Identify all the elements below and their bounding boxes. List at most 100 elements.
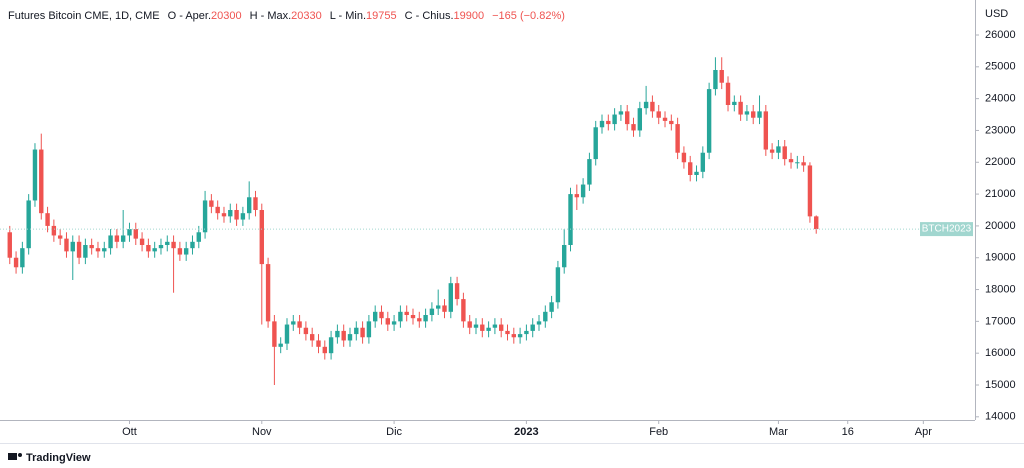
candle-body	[423, 315, 428, 322]
candle-body	[555, 267, 561, 303]
x-tick-label: Feb	[649, 426, 668, 438]
candle-body	[240, 213, 246, 220]
title: Futures Bitcoin CME, 1D, CME	[8, 10, 160, 22]
candle-body	[366, 321, 372, 338]
candle-body	[757, 111, 762, 118]
candle-body	[152, 248, 157, 252]
candle-body	[391, 321, 397, 325]
x-tick-label: 2023	[514, 426, 538, 438]
x-tick-label: Mar	[769, 426, 788, 438]
ohlc-value: 20300	[211, 10, 242, 22]
candle-body	[291, 321, 296, 325]
candle-body	[139, 238, 145, 245]
ohlc-label: H - Max.	[250, 10, 292, 22]
candle-body	[442, 305, 447, 312]
candle-body	[209, 200, 214, 207]
candle-body	[64, 238, 69, 252]
y-tick-label: 24000	[985, 93, 1016, 105]
candle-body	[631, 124, 636, 131]
candle-body	[643, 101, 649, 109]
candle-body	[499, 324, 504, 331]
candle-body	[158, 245, 164, 249]
candle-body	[372, 311, 378, 322]
candle-body	[795, 162, 800, 164]
candle-body	[612, 114, 617, 125]
candle-body	[102, 248, 107, 252]
candle-body	[574, 194, 580, 198]
candle-body	[177, 248, 183, 255]
x-tick-label: Dic	[386, 426, 402, 438]
y-tick-label: 15000	[985, 379, 1016, 391]
candle-body	[675, 124, 680, 153]
change: −165 (−0.82%)	[492, 10, 565, 22]
candle-body	[700, 152, 706, 172]
candle-body	[234, 210, 239, 220]
candle-body	[492, 324, 498, 328]
candle-body	[322, 346, 327, 354]
x-tick-label: Apr	[915, 426, 932, 438]
candle-body	[706, 89, 712, 153]
candle-body	[688, 162, 693, 175]
candle-body	[26, 200, 31, 249]
candle-body	[454, 283, 460, 300]
candle-body	[517, 334, 523, 338]
y-tick-label: 14000	[985, 411, 1016, 423]
ohlc-label: O - Aper.	[168, 10, 211, 22]
candle-body	[814, 216, 819, 230]
candle-body	[379, 311, 384, 319]
ohlc-value: 20330	[291, 10, 322, 22]
x-tick-label: 16	[842, 426, 854, 438]
candle-body	[398, 311, 403, 322]
candle-body	[410, 315, 416, 319]
candle-body	[183, 248, 189, 255]
y-tick-label: 16000	[985, 347, 1016, 359]
candle-body	[744, 111, 750, 115]
candle-body	[530, 324, 535, 331]
candle-body	[606, 120, 611, 125]
candle-body	[776, 146, 781, 153]
candle-body	[309, 334, 315, 341]
candle-body	[303, 327, 309, 335]
candle-body	[404, 311, 409, 315]
candle-body	[807, 165, 813, 217]
candle-body	[13, 257, 19, 268]
candle-body	[190, 241, 195, 249]
candle-body	[763, 111, 769, 150]
candle-body	[265, 264, 271, 322]
y-axis-label: USD	[985, 8, 1008, 20]
candle-body	[801, 162, 806, 166]
ohlc-label: C - Chius.	[405, 10, 454, 22]
candle-body	[599, 120, 605, 128]
candle-body	[385, 318, 390, 325]
candle-body	[316, 340, 321, 347]
candle-body	[360, 327, 365, 338]
y-tick-label: 22000	[985, 156, 1016, 168]
candle-body	[694, 171, 699, 175]
candle-body	[568, 194, 573, 245]
candle-body	[108, 235, 113, 249]
candle-body	[57, 235, 63, 239]
candle-body	[297, 321, 302, 328]
candle-body	[70, 241, 75, 252]
candle-body	[20, 248, 25, 268]
candle-body	[788, 159, 794, 163]
x-tick-label: Ott	[122, 426, 137, 438]
price-tag-box	[920, 222, 973, 237]
candle-body	[713, 70, 718, 90]
candle-body	[272, 321, 277, 347]
candle-body	[637, 108, 643, 131]
candle-body	[354, 327, 359, 335]
candle-body	[215, 206, 220, 214]
ohlc-label: L - Min.	[330, 10, 366, 22]
candle-body	[751, 111, 756, 118]
candle-body	[89, 245, 94, 249]
candle-body	[738, 101, 743, 115]
logo-icon-dot	[18, 453, 22, 457]
candle-body	[719, 70, 724, 83]
candle-body	[133, 229, 138, 239]
candle-body	[587, 159, 592, 185]
x-tick-label: Nov	[252, 426, 272, 438]
candle-body	[650, 101, 655, 112]
candle-body	[417, 318, 422, 322]
